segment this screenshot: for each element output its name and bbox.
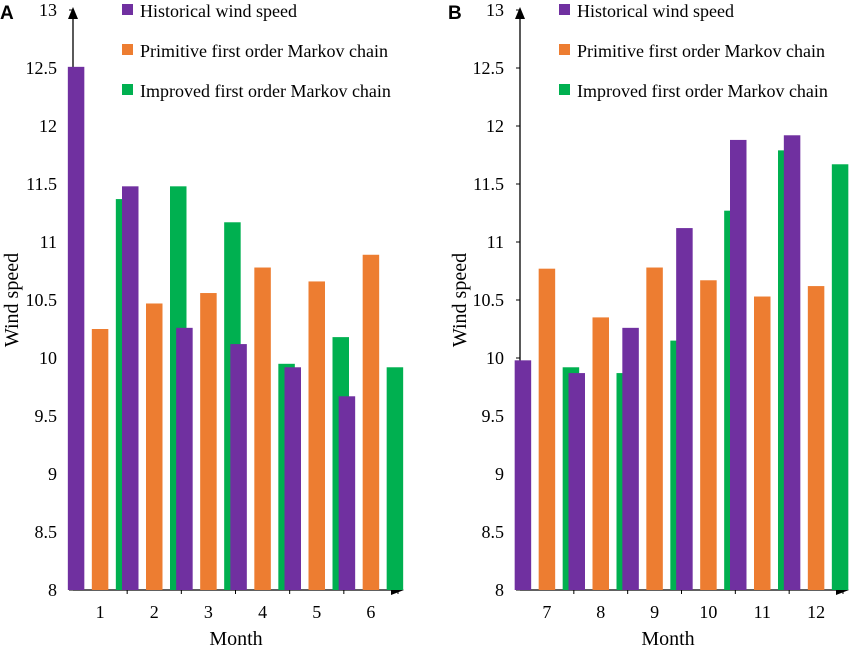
panel-a-bar-primitive xyxy=(146,303,163,590)
panel-b-x-axis-title: Month xyxy=(641,628,694,648)
panel-b-legend-swatch-primitive xyxy=(559,44,570,55)
panel-b-label: B xyxy=(448,3,462,24)
panel-b-y-tick-label: 10.5 xyxy=(473,290,505,310)
panel-a-y-tick-label: 10.5 xyxy=(26,290,58,310)
panel-b-y-tick-label: 11 xyxy=(487,232,504,252)
panel-b-bar-historical xyxy=(514,360,532,590)
panel-a-bar-historical xyxy=(284,367,301,590)
panel-a-bar-historical xyxy=(230,344,247,590)
panel-a-y-tick-label: 8 xyxy=(48,580,57,600)
panel-a-y-tick-label: 10 xyxy=(39,348,57,368)
panel-a-y-axis-title: Wind speed xyxy=(1,253,23,347)
panel-a-x-tick-label: 5 xyxy=(312,602,321,622)
panel-a-y-tick-label: 9.5 xyxy=(35,406,58,426)
panel-b-y-tick-label: 8 xyxy=(495,580,504,600)
panel-b-x-tick-label: 11 xyxy=(754,602,771,622)
panel-a-bar-primitive xyxy=(254,267,271,590)
panel-b-y-axis-arrow xyxy=(515,7,525,19)
panel-b-y-tick-label: 8.5 xyxy=(482,522,505,542)
panel-b-x-tick-label: 9 xyxy=(650,602,659,622)
panel-b-x-tick-label: 12 xyxy=(807,602,825,622)
panel-a-legend-label-historical: Historical wind speed xyxy=(140,1,297,21)
panel-b-bar-primitive xyxy=(754,296,771,590)
panel-b-bar-historical xyxy=(730,139,747,591)
panel-a-x-tick-label: 6 xyxy=(366,602,375,622)
panel-a-y-tick-label: 12 xyxy=(39,116,57,136)
panel-a-legend-label-improved: Improved first order Markov chain xyxy=(140,81,391,101)
panel-b-bar-primitive xyxy=(592,317,609,590)
panel-b-bar-historical xyxy=(783,135,801,590)
panel-b-x-tick-label: 7 xyxy=(542,602,551,622)
panel-b-y-tick-label: 12 xyxy=(486,116,504,136)
panel-b-bar-historical xyxy=(676,228,693,590)
panel-a-legend-swatch-primitive xyxy=(122,44,133,55)
panel-a-y-tick-label: 13 xyxy=(39,0,57,20)
panel-b-bar-improved xyxy=(831,164,849,590)
panel-a-x-tick-label: 4 xyxy=(258,602,267,622)
panel-b-legend-label-primitive: Primitive first order Markov chain xyxy=(577,41,825,61)
panel-a-bar-primitive xyxy=(362,254,380,590)
panel-b-y-tick-label: 9 xyxy=(495,464,504,484)
panel-b-legend-label-improved: Improved first order Markov chain xyxy=(577,81,828,101)
panel-a-bar-historical xyxy=(176,327,193,590)
panel-a-bar-primitive xyxy=(91,329,109,590)
panel-a-legend-label-primitive: Primitive first order Markov chain xyxy=(140,41,388,61)
panel-a-y-tick-label: 12.5 xyxy=(26,58,58,78)
panel-b-y-axis-title: Wind speed xyxy=(449,253,471,347)
panel-a-y-axis-arrow xyxy=(68,7,78,19)
panel-b-y-tick-label: 12.5 xyxy=(473,58,505,78)
panel-a-bar-improved xyxy=(386,367,404,590)
panel-b-bar-primitive xyxy=(700,280,717,590)
panel-a-x-axis-title: Month xyxy=(209,628,262,648)
panel-a-bar-historical xyxy=(122,186,139,590)
panel-a-bar-primitive xyxy=(308,281,325,590)
panel-b-y-tick-label: 9.5 xyxy=(482,406,505,426)
panel-a-y-tick-label: 9 xyxy=(48,464,57,484)
panel-a-x-tick-label: 3 xyxy=(204,602,213,622)
panel-b-bar-historical xyxy=(568,373,585,590)
panel-b-y-tick-label: 13 xyxy=(486,0,504,20)
panel-b-x-tick-label: 8 xyxy=(596,602,605,622)
panel-b-y-tick-label: 10 xyxy=(486,348,504,368)
panel-a-x-tick-label: 1 xyxy=(96,602,105,622)
panel-b-x-tick-label: 10 xyxy=(699,602,717,622)
panel-a-bar-primitive xyxy=(200,293,217,590)
panel-b-legend-label-historical: Historical wind speed xyxy=(577,1,734,21)
panel-b-bar-primitive xyxy=(807,286,825,590)
panel-b-legend-swatch-historical xyxy=(559,4,570,15)
panel-a-y-tick-label: 8.5 xyxy=(35,522,58,542)
panel-b-legend-swatch-improved xyxy=(559,84,570,95)
panel-a-x-tick-label: 2 xyxy=(150,602,159,622)
panel-b-bar-historical xyxy=(622,327,639,590)
panel-a-bar-historical xyxy=(67,66,85,591)
panel-a-y-tick-label: 11 xyxy=(40,232,57,252)
panel-b-y-tick-label: 11.5 xyxy=(473,174,504,194)
panel-a-y-tick-label: 11.5 xyxy=(26,174,57,194)
panel-b-bar-primitive xyxy=(538,268,556,590)
panel-b-bar-primitive xyxy=(646,267,663,590)
panel-a-legend-swatch-historical xyxy=(122,4,133,15)
panel-a-legend-swatch-improved xyxy=(122,84,133,95)
panel-a-bar-historical xyxy=(338,396,356,590)
panel-a-label: A xyxy=(0,3,14,24)
